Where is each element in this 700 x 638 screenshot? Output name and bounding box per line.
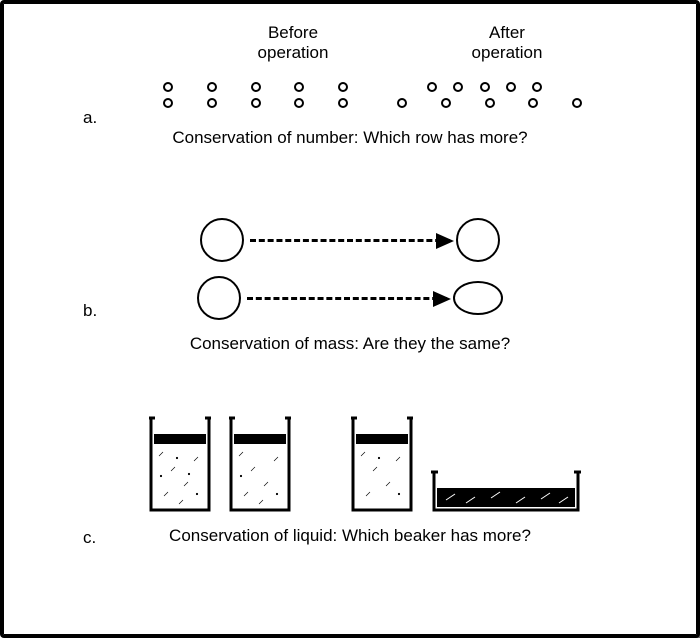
ball-icon — [200, 218, 244, 262]
caption-a: Conservation of number: Which row has mo… — [33, 128, 667, 148]
dot-row — [397, 98, 582, 108]
beaker-wide-icon — [431, 470, 581, 512]
ball-row-2 — [33, 276, 667, 320]
column-headers: Beforeoperation Afteroperation — [33, 23, 667, 62]
dots-after — [397, 76, 627, 114]
section-b: Conservation of mass: Are they the same? — [33, 218, 667, 354]
dot-row — [163, 82, 348, 92]
caption-b: Conservation of mass: Are they the same? — [33, 334, 667, 354]
dots-before — [163, 76, 393, 114]
label-c: c. — [83, 528, 96, 548]
header-after: Afteroperation — [407, 23, 607, 62]
section-c: Conservation of liquid: Which beaker has… — [33, 416, 667, 546]
header-before: Beforeoperation — [193, 23, 393, 62]
caption-c: Conservation of liquid: Which beaker has… — [33, 526, 667, 546]
dashed-arrow — [250, 239, 450, 242]
dashed-arrow — [247, 297, 447, 300]
ball-row-1 — [33, 218, 667, 262]
dot-row — [163, 98, 348, 108]
figure-frame: Beforeoperation Afteroperation a. — [0, 0, 700, 638]
ball-icon — [197, 276, 241, 320]
label-a: a. — [83, 108, 97, 128]
beaker-tall-icon — [149, 416, 211, 512]
dot-row — [427, 82, 542, 92]
ball-icon — [456, 218, 500, 262]
beaker-tall-icon — [229, 416, 291, 512]
beaker-tall-icon — [351, 416, 413, 512]
section-a: Conservation of number: Which row has mo… — [33, 68, 667, 148]
ellipse-icon — [453, 281, 503, 315]
